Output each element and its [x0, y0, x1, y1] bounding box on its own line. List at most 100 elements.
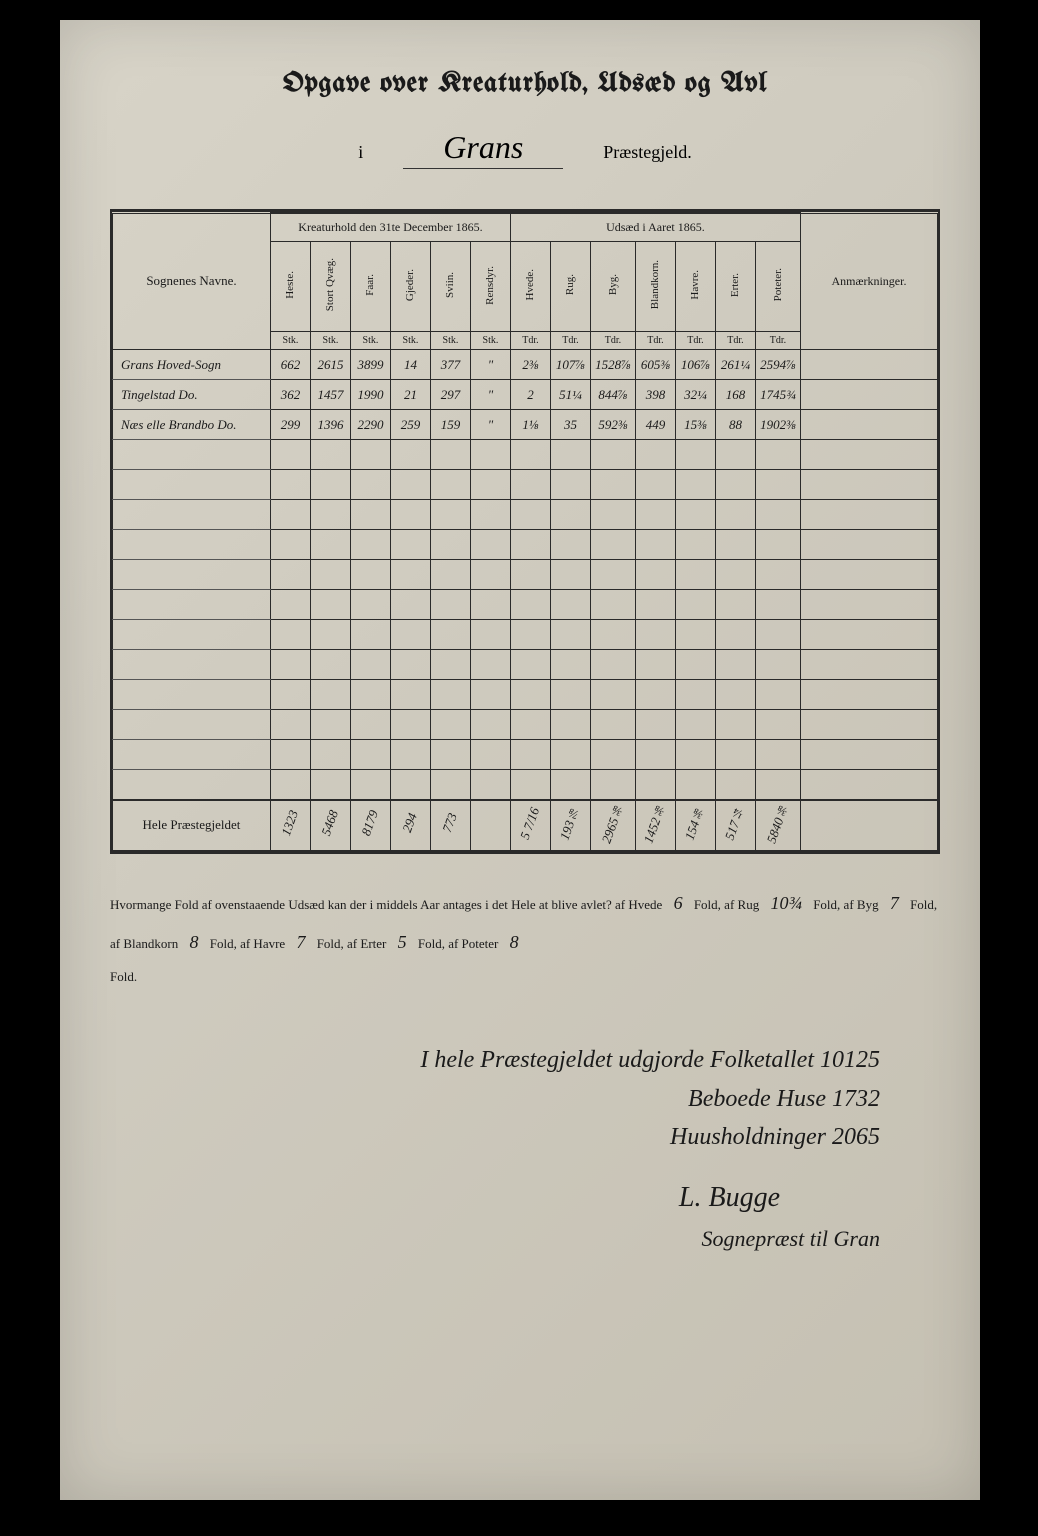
empty-cell	[310, 500, 350, 530]
empty-cell	[390, 590, 430, 620]
page-title: Opgave over Kreaturhold, Udsæd og Avl	[110, 70, 940, 99]
data-table: Sognenes Navne. Kreaturhold den 31te Dec…	[112, 212, 938, 851]
empty-cell	[550, 470, 590, 500]
empty-cell	[510, 530, 550, 560]
empty-row	[113, 470, 938, 500]
empty-row	[113, 620, 938, 650]
empty-cell	[590, 440, 635, 470]
anm-cell	[800, 410, 937, 440]
empty-cell	[550, 590, 590, 620]
empty-cell	[635, 770, 675, 800]
empty-cell	[510, 590, 550, 620]
empty-cell	[113, 650, 271, 680]
empty-cell	[390, 620, 430, 650]
empty-cell	[430, 620, 470, 650]
empty-cell	[470, 500, 510, 530]
data-cell: 15⅜	[675, 410, 715, 440]
empty-cell	[635, 740, 675, 770]
empty-cell	[350, 620, 390, 650]
col-rensdyr: Rensdyr.	[470, 242, 510, 332]
empty-cell	[550, 560, 590, 590]
data-cell: 377	[430, 350, 470, 380]
total-cell: 1452⅜	[635, 800, 675, 851]
empty-cell	[675, 710, 715, 740]
empty-cell	[310, 560, 350, 590]
col-sogn: Sognenes Navne.	[113, 213, 271, 350]
empty-cell	[113, 470, 271, 500]
empty-cell	[270, 470, 310, 500]
total-label: Hele Præstegjeldet	[113, 800, 271, 851]
empty-cell	[113, 710, 271, 740]
data-cell: 3899	[350, 350, 390, 380]
empty-cell	[430, 740, 470, 770]
empty-cell	[675, 620, 715, 650]
empty-cell	[350, 500, 390, 530]
col-anm: Anmærkninger.	[800, 213, 937, 350]
unit: Tdr.	[755, 332, 800, 350]
empty-cell	[510, 650, 550, 680]
note-line-2: Beboede Huse 1732	[110, 1080, 880, 1118]
subtitle-i: i	[358, 142, 363, 163]
empty-cell	[350, 740, 390, 770]
empty-cell	[590, 590, 635, 620]
total-cell: 1323	[270, 800, 310, 851]
col-sviin: Sviin.	[430, 242, 470, 332]
empty-cell	[113, 530, 271, 560]
data-cell: 362	[270, 380, 310, 410]
parish-name: Grans	[403, 129, 563, 169]
data-cell: 259	[390, 410, 430, 440]
empty-cell	[510, 710, 550, 740]
empty-cell	[675, 560, 715, 590]
empty-cell	[675, 530, 715, 560]
total-cell: 294	[390, 800, 430, 851]
data-cell: 1902⅜	[755, 410, 800, 440]
empty-cell	[430, 650, 470, 680]
fold-hvede: 6	[666, 893, 691, 913]
data-cell: 14	[390, 350, 430, 380]
empty-cell	[715, 740, 755, 770]
empty-cell	[550, 530, 590, 560]
scan-frame: Opgave over Kreaturhold, Udsæd og Avl i …	[0, 0, 1038, 1536]
empty-row	[113, 530, 938, 560]
col-poteter: Poteter.	[755, 242, 800, 332]
empty-cell	[430, 500, 470, 530]
empty-cell	[715, 680, 755, 710]
empty-cell	[390, 740, 430, 770]
data-cell: 32¼	[675, 380, 715, 410]
empty-cell	[755, 680, 800, 710]
empty-cell	[350, 470, 390, 500]
empty-cell	[635, 710, 675, 740]
empty-cell	[550, 620, 590, 650]
subtitle-row: i Grans Præstegjeld.	[110, 129, 940, 169]
empty-cell	[635, 440, 675, 470]
empty-cell	[715, 710, 755, 740]
unit: Stk.	[350, 332, 390, 350]
empty-cell	[113, 680, 271, 710]
data-cell: 1457	[310, 380, 350, 410]
data-cell: 592⅜	[590, 410, 635, 440]
data-cell: 449	[635, 410, 675, 440]
table-row: Tingelstad Do.3621457199021297"251¼844⅞3…	[113, 380, 938, 410]
note-line-3: Huusholdninger 2065	[110, 1118, 880, 1156]
empty-cell	[470, 590, 510, 620]
empty-cell	[390, 440, 430, 470]
empty-row	[113, 650, 938, 680]
data-cell: 106⅞	[675, 350, 715, 380]
empty-cell	[635, 650, 675, 680]
empty-cell	[310, 680, 350, 710]
col-havre: Havre.	[675, 242, 715, 332]
document-page: Opgave over Kreaturhold, Udsæd og Avl i …	[60, 20, 980, 1500]
empty-cell	[430, 590, 470, 620]
empty-cell	[113, 590, 271, 620]
data-cell: "	[470, 380, 510, 410]
empty-cell	[270, 620, 310, 650]
data-cell: 51¼	[550, 380, 590, 410]
unit: Tdr.	[635, 332, 675, 350]
data-cell: 844⅞	[590, 380, 635, 410]
empty-cell	[390, 500, 430, 530]
anm-cell	[800, 380, 937, 410]
empty-cell	[800, 770, 937, 800]
empty-cell	[590, 680, 635, 710]
empty-cell	[470, 560, 510, 590]
data-cell: 1⅛	[510, 410, 550, 440]
